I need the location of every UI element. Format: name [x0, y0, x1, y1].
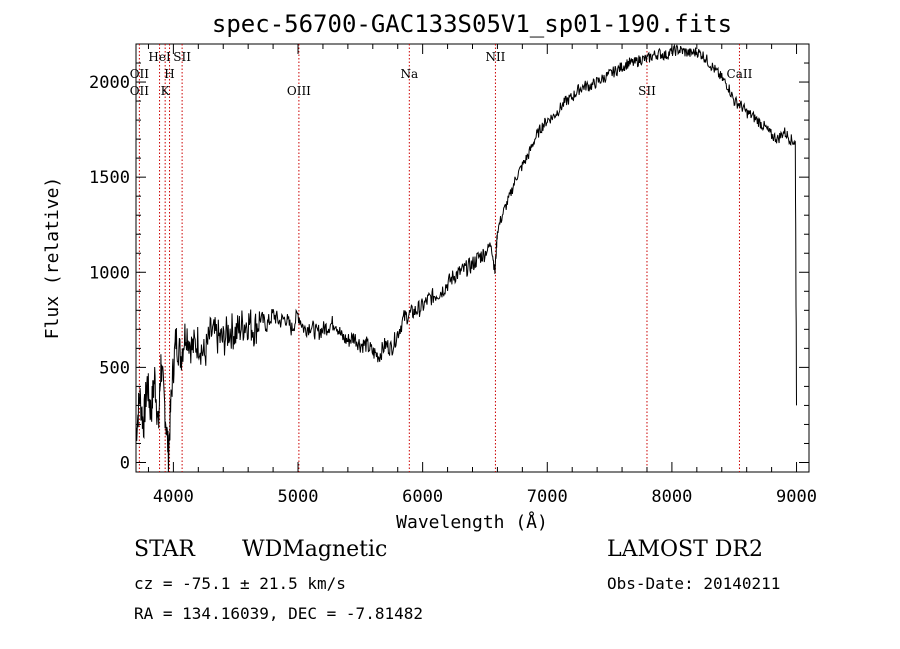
x-axis-ticks: 4000 5000 6000 7000 8000 9000 — [147, 44, 817, 507]
radec-text: RA = 134.16039, DEC = -7.81482 — [134, 604, 423, 623]
x-tick-label: 9000 — [776, 487, 817, 507]
y-tick-label: 0 — [120, 453, 130, 473]
obs-date-text: Obs-Date: 20140211 — [607, 574, 781, 593]
line-label-top: Na — [400, 67, 418, 81]
line-label-top: NII — [485, 50, 505, 64]
line-label-bottom: OII — [130, 84, 150, 98]
redshift-text: cz = -75.1 ± 21.5 km/s — [134, 574, 346, 593]
line-label-top: OII — [130, 67, 150, 81]
y-tick-label: 1500 — [89, 168, 130, 188]
spectrum-series — [135, 43, 797, 472]
object-class: STAR — [134, 537, 195, 562]
line-label-bottom: OIII — [287, 84, 311, 98]
chart-title: spec-56700-GAC133S05V1_sp01-190.fits — [212, 10, 732, 38]
line-label-top: HeI — [148, 50, 171, 64]
line-label-bottom: K — [161, 84, 171, 98]
x-axis-label: Wavelength (Å) — [396, 511, 548, 533]
y-axis-label: Flux (relative) — [42, 177, 63, 340]
line-label-top: CaII — [727, 67, 753, 81]
spectrum-line — [135, 43, 797, 472]
x-tick-label: 8000 — [651, 487, 692, 507]
y-axis-ticks: 0 500 1000 1500 2000 — [89, 62, 809, 473]
survey-name: LAMOST DR2 — [607, 537, 763, 562]
y-tick-label: 500 — [99, 358, 130, 378]
emission-line-markers: OII HeI H SII Na NII CaII OII K OIII SII — [130, 44, 753, 472]
line-label-top: H — [164, 67, 174, 81]
object-subclass: WDMagnetic — [242, 537, 388, 562]
x-tick-label: 5000 — [278, 487, 319, 507]
x-tick-label: 7000 — [527, 487, 568, 507]
y-tick-label: 1000 — [89, 263, 130, 283]
line-label-top: SII — [173, 50, 191, 64]
y-tick-label: 2000 — [89, 73, 130, 93]
x-tick-label: 6000 — [402, 487, 443, 507]
line-label-bottom: SII — [638, 84, 656, 98]
x-tick-label: 4000 — [153, 487, 194, 507]
